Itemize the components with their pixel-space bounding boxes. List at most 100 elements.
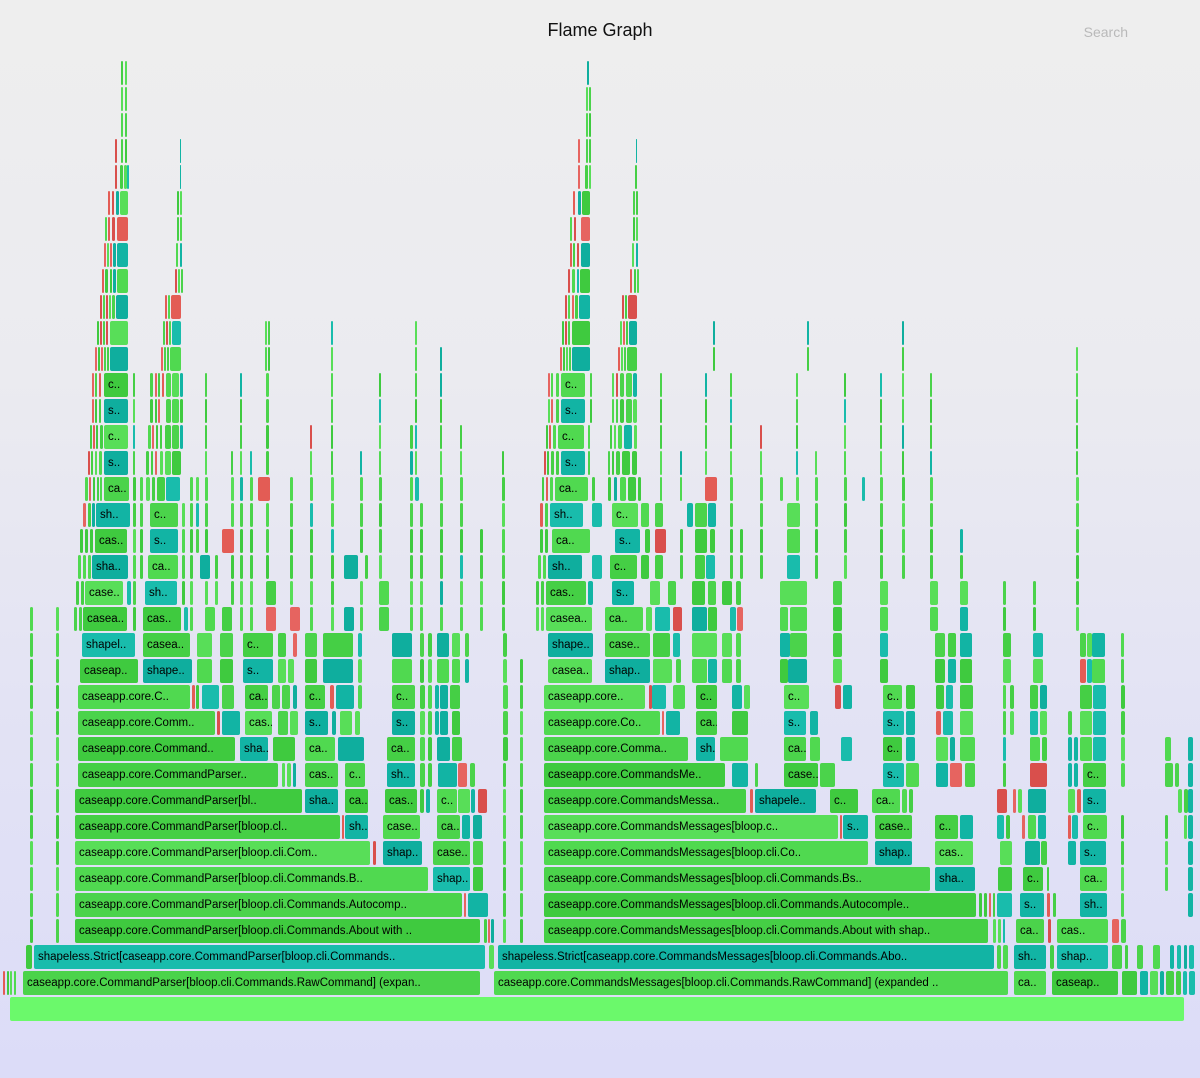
frame[interactable] xyxy=(160,425,162,449)
frame[interactable]: ca.. xyxy=(784,737,806,761)
frame[interactable] xyxy=(835,685,841,709)
frame[interactable] xyxy=(268,321,270,345)
frame[interactable] xyxy=(588,425,590,449)
frame[interactable] xyxy=(574,217,576,241)
frame[interactable] xyxy=(358,659,362,683)
frame[interactable] xyxy=(331,555,334,579)
frame[interactable] xyxy=(465,659,469,683)
frame[interactable] xyxy=(1028,789,1046,813)
frame[interactable]: caseapp.core.CommandsMessages[bloop.cli.… xyxy=(544,919,988,943)
frame[interactable] xyxy=(1087,633,1092,657)
frame[interactable]: shapele.. xyxy=(755,789,816,813)
frame[interactable]: casea.. xyxy=(546,607,592,631)
frame[interactable] xyxy=(117,217,128,241)
frame[interactable] xyxy=(730,529,733,553)
frame[interactable] xyxy=(10,971,12,995)
frame[interactable] xyxy=(171,295,181,319)
frame[interactable] xyxy=(332,711,336,735)
frame[interactable] xyxy=(231,503,234,527)
frame[interactable] xyxy=(815,503,818,527)
frame[interactable] xyxy=(392,633,412,657)
frame[interactable] xyxy=(415,347,417,371)
frame[interactable] xyxy=(541,581,544,605)
frame[interactable] xyxy=(902,373,904,397)
frame[interactable] xyxy=(293,763,296,787)
frame[interactable] xyxy=(586,113,588,137)
frame[interactable] xyxy=(428,633,432,657)
frame[interactable]: caseapp.core.CommandParser[bloop.cli.Com… xyxy=(75,841,370,865)
frame[interactable] xyxy=(1003,737,1006,761)
frame[interactable] xyxy=(620,399,624,423)
frame[interactable] xyxy=(146,451,149,475)
frame[interactable] xyxy=(30,789,33,813)
frame[interactable] xyxy=(520,763,523,787)
frame[interactable] xyxy=(379,555,382,579)
frame[interactable]: c.. xyxy=(392,685,415,709)
frame[interactable] xyxy=(489,945,494,969)
frame[interactable] xyxy=(520,919,523,943)
frame[interactable] xyxy=(379,607,389,631)
frame[interactable] xyxy=(578,139,580,163)
frame[interactable] xyxy=(85,529,88,553)
frame[interactable]: c.. xyxy=(1083,815,1107,839)
frame[interactable] xyxy=(110,243,112,267)
frame[interactable]: shape.. xyxy=(143,659,192,683)
frame[interactable] xyxy=(190,581,193,605)
frame[interactable] xyxy=(1122,971,1137,995)
frame[interactable] xyxy=(310,477,313,501)
frame[interactable] xyxy=(95,451,97,475)
frame[interactable] xyxy=(833,633,842,657)
frame[interactable] xyxy=(1093,711,1106,735)
frame[interactable] xyxy=(488,919,490,943)
frame[interactable] xyxy=(556,373,559,397)
frame[interactable] xyxy=(943,711,953,735)
frame[interactable] xyxy=(215,581,218,605)
frame[interactable] xyxy=(936,685,944,709)
frame[interactable]: shap.. xyxy=(1057,945,1108,969)
frame[interactable] xyxy=(1092,659,1105,683)
frame[interactable] xyxy=(930,555,933,579)
frame[interactable] xyxy=(146,477,150,501)
frame[interactable] xyxy=(91,451,93,475)
frame[interactable] xyxy=(844,425,846,449)
frame[interactable] xyxy=(83,503,86,527)
frame[interactable]: case.. xyxy=(784,763,818,787)
frame[interactable] xyxy=(1080,711,1092,735)
frame[interactable] xyxy=(460,451,462,475)
frame[interactable] xyxy=(115,139,117,163)
frame[interactable] xyxy=(428,737,432,761)
frame[interactable] xyxy=(993,893,995,917)
frame[interactable] xyxy=(1074,763,1078,787)
frame[interactable] xyxy=(1003,659,1011,683)
frame[interactable] xyxy=(290,503,293,527)
frame[interactable] xyxy=(815,529,818,553)
frame[interactable] xyxy=(166,399,171,423)
frame[interactable] xyxy=(464,893,466,917)
frame[interactable] xyxy=(1003,633,1011,657)
frame[interactable] xyxy=(428,659,432,683)
frame[interactable] xyxy=(415,451,417,475)
frame[interactable] xyxy=(936,763,948,787)
frame[interactable] xyxy=(1038,815,1046,839)
frame[interactable] xyxy=(625,295,627,319)
frame[interactable] xyxy=(93,477,95,501)
frame[interactable] xyxy=(415,477,419,501)
frame[interactable] xyxy=(240,425,242,449)
frame[interactable] xyxy=(556,451,559,475)
frame[interactable] xyxy=(502,451,504,475)
frame[interactable] xyxy=(452,737,462,761)
frame[interactable] xyxy=(340,711,352,735)
frame[interactable] xyxy=(172,321,181,345)
frame[interactable] xyxy=(163,321,165,345)
frame[interactable] xyxy=(633,399,637,423)
frame[interactable] xyxy=(240,581,243,605)
frame[interactable] xyxy=(653,633,670,657)
frame[interactable] xyxy=(420,685,425,709)
frame[interactable] xyxy=(1175,763,1179,787)
frame[interactable]: sh.. xyxy=(145,581,177,605)
frame[interactable] xyxy=(177,191,179,215)
frame[interactable] xyxy=(1121,763,1125,787)
frame[interactable] xyxy=(736,633,741,657)
frame[interactable] xyxy=(240,373,242,397)
frame[interactable] xyxy=(105,269,108,293)
